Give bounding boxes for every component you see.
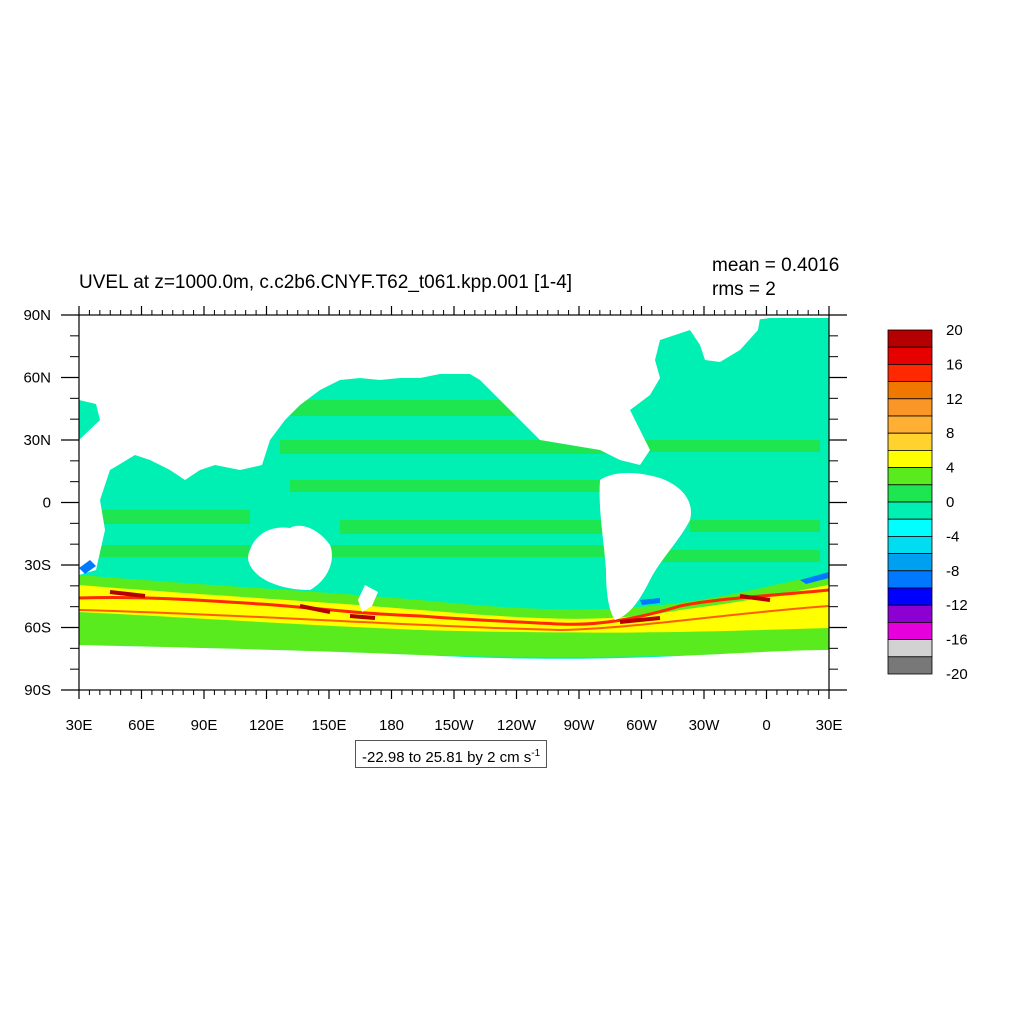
contour-range-text: -22.98 to 25.81 by 2 cm s <box>362 749 532 766</box>
colorbar-swatch <box>887 449 933 468</box>
x-tick-label: 150W <box>434 717 474 734</box>
land-masses <box>79 318 829 690</box>
colorbar-swatch <box>887 381 933 400</box>
band-atlantic-3 <box>660 550 820 562</box>
colorbar-label: -4 <box>946 528 959 545</box>
colorbar-label: -16 <box>946 632 968 649</box>
colorbar-swatch <box>887 587 933 606</box>
band-atlantic <box>620 440 820 452</box>
colorbar-swatch <box>887 346 933 365</box>
land-greenland <box>690 318 760 362</box>
plot-title: UVEL at z=1000.0m, c.c2b6.CNYF.T62_t061.… <box>79 272 573 293</box>
colorbar-label: -12 <box>946 597 968 614</box>
colorbar-swatch <box>887 639 933 658</box>
colorbar-swatch <box>887 536 933 555</box>
land-africa-asia <box>79 318 770 575</box>
colorbar-label: 16 <box>946 356 963 373</box>
negative-patch-drake <box>640 598 660 605</box>
colorbar-label: 12 <box>946 391 963 408</box>
colorbar-swatch <box>887 329 933 348</box>
colorbar-swatch <box>887 467 933 486</box>
acc-secondary-jet <box>79 605 829 632</box>
colorbar-swatch <box>887 398 933 417</box>
land-new-zealand <box>358 585 378 612</box>
colorbar-label: 0 <box>946 494 954 511</box>
ocean-field <box>79 318 829 690</box>
y-axis: 90N 60N 30N 0 30S 60S 90S <box>23 307 847 699</box>
x-tick-label: 90W <box>564 717 596 734</box>
colorbar-label: 4 <box>946 460 954 477</box>
y-tick-label: 30N <box>23 432 51 449</box>
y-tick-label: 60N <box>23 370 51 387</box>
x-tick-label: 60W <box>626 717 658 734</box>
x-tick-label: 30E <box>66 717 93 734</box>
x-tick-label: 30E <box>816 717 843 734</box>
statistics: mean = 0.4016 rms = 2 <box>712 254 839 302</box>
colorbar-swatch <box>887 363 933 382</box>
antarctic-circumpolar-current <box>79 574 829 658</box>
y-tick-label: 30S <box>24 557 51 574</box>
band-north-pacific-2 <box>280 440 610 454</box>
land-australia <box>248 525 332 590</box>
x-tick-label: 60E <box>128 717 155 734</box>
band-indian-2 <box>100 545 250 557</box>
y-tick-label: 0 <box>43 495 51 512</box>
band-tropical <box>290 480 610 492</box>
y-tick-label: 60S <box>24 620 51 637</box>
colorbar-label: 8 <box>946 425 954 442</box>
colorbar-swatch <box>887 501 933 520</box>
unit-exponent: -1 <box>531 748 541 759</box>
y-tick-label: 90N <box>23 307 51 324</box>
x-tick-label: 180 <box>379 717 404 734</box>
acc-jet-core <box>79 588 829 626</box>
colorbar-swatch <box>887 570 933 589</box>
y-tick-label: 90S <box>24 682 51 699</box>
colorbar: 20 16 12 8 4 0 -4 -8 -12 -16 -20 <box>887 322 968 683</box>
land-south-america <box>599 473 691 620</box>
colorbar-swatch <box>887 622 933 641</box>
colorbar-swatch <box>887 484 933 503</box>
colorbar-swatch <box>887 415 933 434</box>
colorbar-swatch <box>887 432 933 451</box>
x-tick-label: 120E <box>249 717 284 734</box>
x-axis: 30E 60E 90E 120E 150E 180 150W 120W 90W 60W 30W 0 30… <box>66 306 843 734</box>
colorbar-label: -8 <box>946 563 959 580</box>
colorbar-swatch <box>887 604 933 623</box>
negative-patch-west <box>79 560 96 574</box>
band-south-pacific-2 <box>330 545 610 557</box>
band-atlantic-2 <box>690 520 820 532</box>
band-south-pacific <box>340 520 610 534</box>
rms-value: rms = 2 <box>712 279 776 300</box>
colorbar-swatch <box>887 518 933 537</box>
land-antarctica <box>79 645 829 690</box>
mean-value: mean = 0.4016 <box>712 255 840 276</box>
band-indian <box>100 510 250 524</box>
colorbar-label: -20 <box>946 666 968 683</box>
x-tick-label: 120W <box>497 717 537 734</box>
x-tick-label: 0 <box>762 717 770 734</box>
acc-jet-max <box>109 590 771 624</box>
negative-patch-east <box>800 572 829 584</box>
x-tick-label: 150E <box>311 717 346 734</box>
colorbar-label: 20 <box>946 322 963 339</box>
x-tick-label: 90E <box>191 717 218 734</box>
contour-range-label: -22.98 to 25.81 by 2 cm s-1 <box>355 740 548 768</box>
velocity-bands <box>100 400 820 562</box>
colorbar-swatch <box>887 553 933 572</box>
x-tick-label: 30W <box>689 717 721 734</box>
colorbar-swatch <box>887 656 933 675</box>
